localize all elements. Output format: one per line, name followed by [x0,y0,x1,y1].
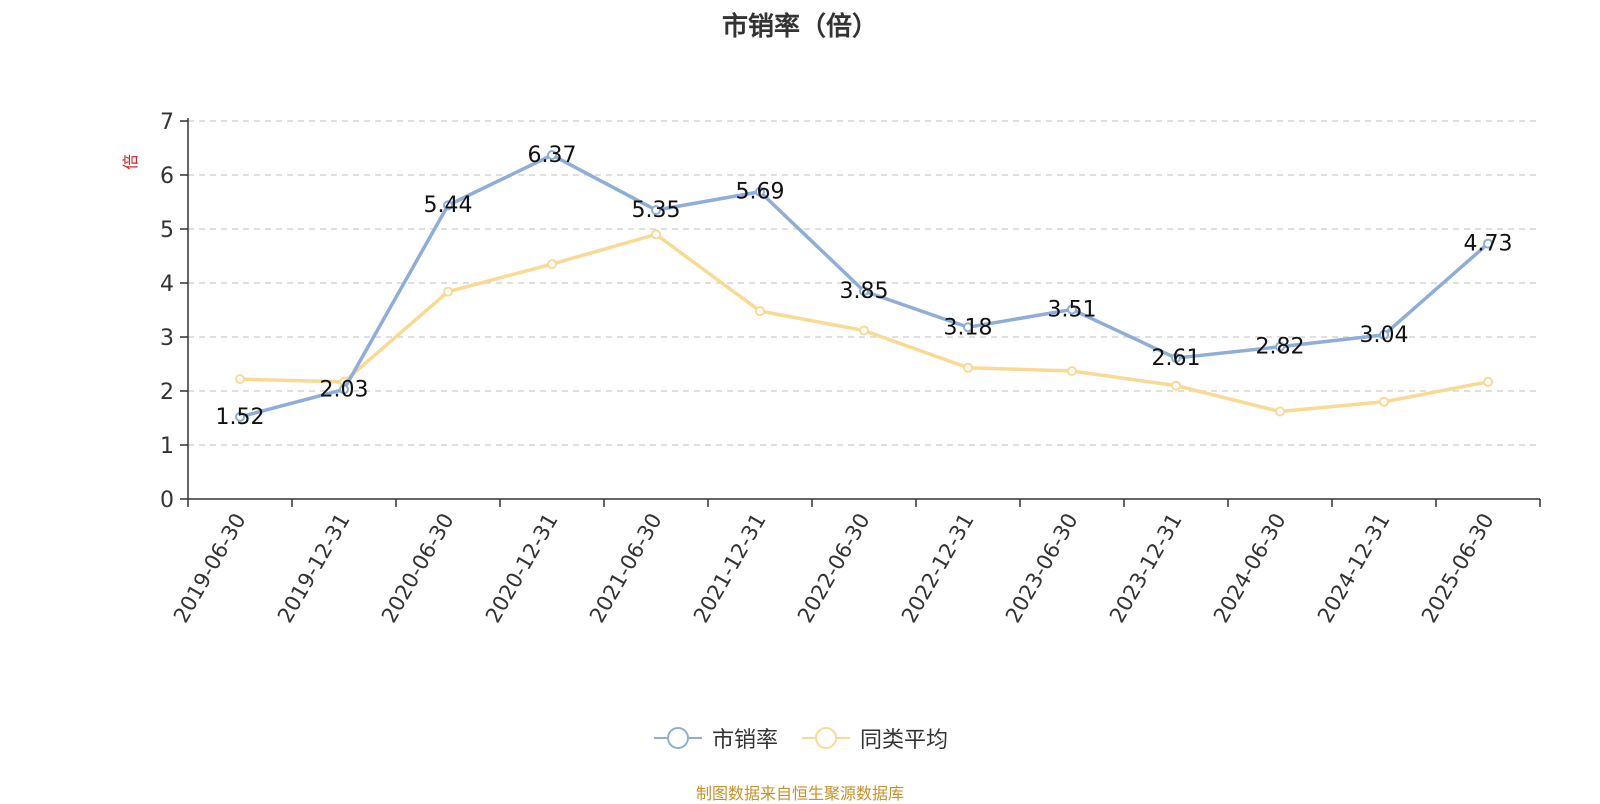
data-point-series-2 [235,374,245,385]
data-point-series-1 [339,384,349,395]
chart-title: 市销率（倍） [721,12,878,42]
legend-marker-series-2 [802,727,850,749]
y-tick-label: 3 [160,326,174,351]
data-point-series-1 [1379,329,1389,340]
data-point-series-2 [755,306,765,317]
data-point-series-1 [1483,238,1493,249]
data-label: 3.85 [840,279,889,304]
data-point-series-2 [1275,406,1285,417]
x-tick-label: 2019-12-31 [273,509,355,627]
x-tick-label: 2023-06-30 [1001,509,1083,627]
data-point-series-2 [1171,380,1181,391]
data-point-series-2 [859,325,869,336]
x-tick-label: 2024-12-31 [1313,509,1395,627]
data-source-note: 制图数据来自恒生聚源数据库 [695,784,904,803]
data-point-series-2 [963,362,973,373]
data-label: 2.61 [1152,346,1201,371]
data-point-series-1 [755,186,765,197]
data-label: 5.35 [632,198,681,223]
legend-marker-series-1 [653,727,702,749]
y-tick-label: 0 [160,488,174,513]
x-tick-label: 2021-06-30 [585,509,667,627]
x-tick-label: 2024-06-30 [1209,509,1291,627]
data-point-series-2 [443,286,453,297]
data-point-series-1 [1171,353,1181,364]
data-point-series-1 [963,322,973,333]
y-tick-label: 6 [160,164,174,189]
data-point-series-2 [1379,396,1389,407]
data-label: 3.51 [1048,297,1097,322]
data-label: 3.18 [944,315,993,340]
legend-label-series-2: 同类平均 [860,728,949,753]
data-label: 1.52 [216,405,265,430]
x-tick-label: 2020-06-30 [377,509,459,627]
y-tick-label: 1 [160,434,174,459]
data-point-series-1 [443,200,453,211]
data-point-series-2 [1067,366,1077,377]
data-point-series-2 [651,229,661,240]
x-tick-label: 2021-12-31 [689,509,771,627]
data-label: 5.44 [424,193,473,218]
series-line-2 [239,232,1489,414]
data-label: 4.73 [1464,232,1513,257]
x-tick-label: 2023-12-31 [1105,509,1187,627]
y-tick-label: 4 [160,272,174,297]
data-point-series-1 [1275,341,1285,352]
x-tick-label: 2019-06-30 [169,509,251,627]
data-point-series-1 [547,150,557,161]
y-tick-label: 2 [160,380,174,405]
data-label: 2.82 [1256,335,1305,360]
data-point-series-2 [1483,376,1493,387]
y-axis-label: 倍 [121,154,140,170]
data-label: 2.03 [320,377,369,402]
x-tick-label: 2022-12-31 [897,509,979,627]
legend-item-series-2[interactable]: 同类平均 [800,722,948,754]
legend: 市销率 同类平均 [0,722,1600,754]
legend-label-series-1: 市销率 [711,728,778,753]
x-tick-label: 2020-12-31 [481,509,563,627]
data-point-series-1 [235,411,245,422]
x-tick-label: 2025-06-30 [1417,509,1499,627]
data-label: 6.37 [528,143,577,168]
data-label: 5.69 [736,180,785,205]
data-point-series-2 [547,259,557,270]
data-point-series-1 [651,205,661,216]
x-tick-label: 2022-06-30 [793,509,875,627]
y-tick-label: 5 [160,218,174,243]
y-tick-label: 7 [160,110,174,135]
data-label: 3.04 [1360,323,1409,348]
data-point-series-1 [859,286,869,297]
legend-item-series-1[interactable]: 市销率 [652,722,778,754]
data-point-series-1 [1067,304,1077,315]
